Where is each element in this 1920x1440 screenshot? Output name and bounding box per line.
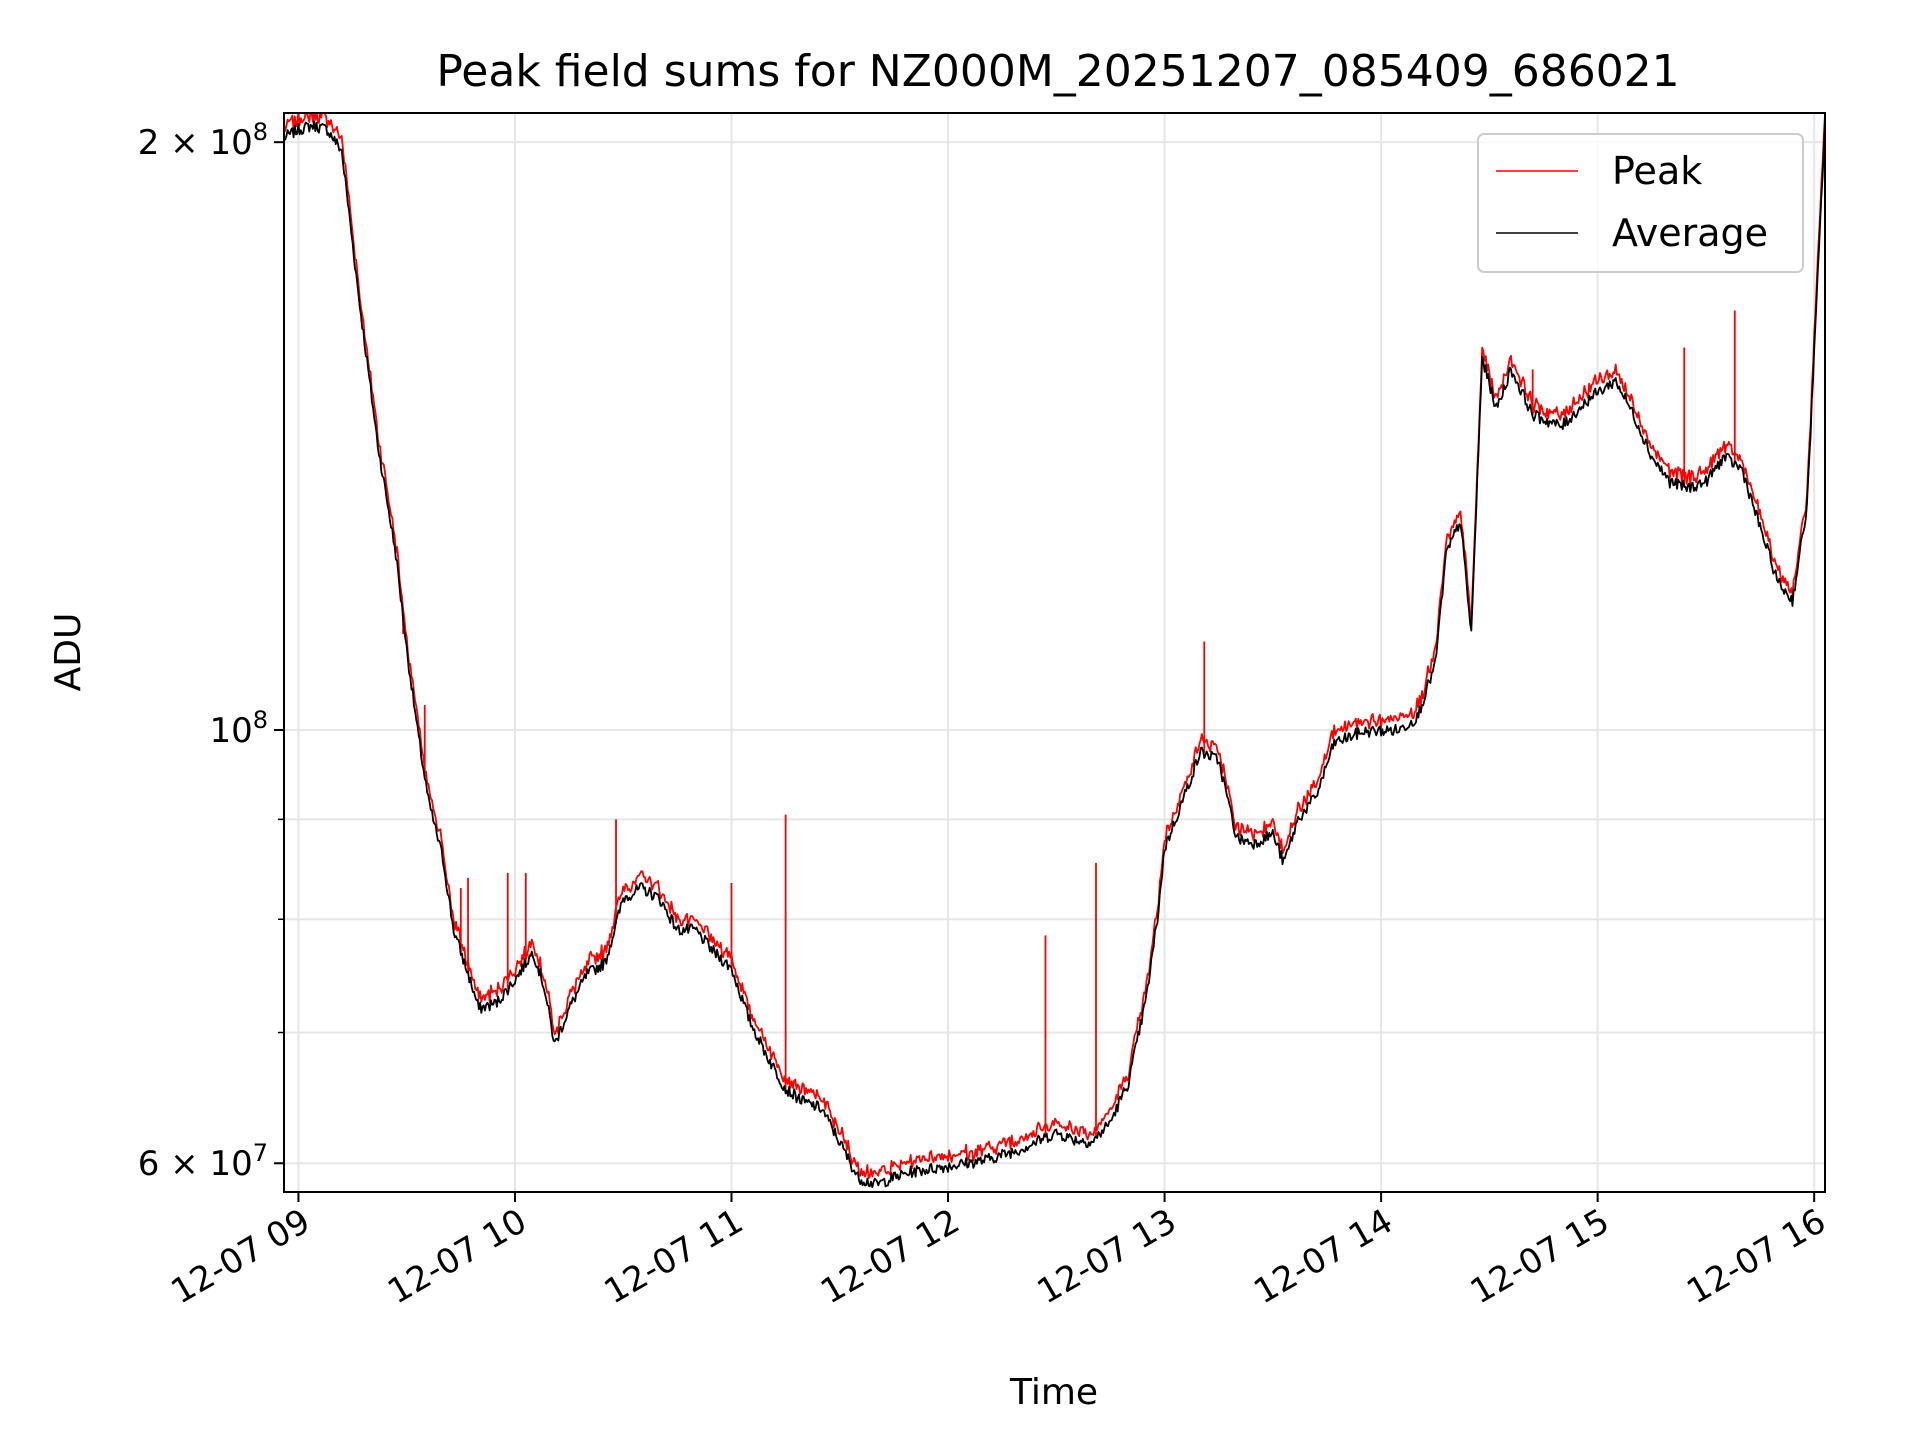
legend: Peak Average [1477,133,1804,273]
series-layer [284,113,1825,1189]
y-tick-label: 6 × 107 [138,1139,268,1184]
legend-label-average: Average [1612,211,1768,255]
x-axis-title: Time [1009,1372,1098,1413]
legend-label-peak: Peak [1612,149,1702,193]
plot-lines [284,113,1825,1189]
series-line-average [284,120,1825,1189]
chart-title: Peak field sums for NZ000M_20251207_0854… [436,46,1679,97]
y-tick-label: 2 × 108 [138,118,268,163]
series-line-peak [284,113,1825,1179]
y-tick-label: 108 [209,706,268,751]
plot-frame [283,112,1826,1193]
legend-box [1477,133,1804,273]
grid-lines [284,113,1825,1192]
y-axis-title: ADU [48,613,89,692]
